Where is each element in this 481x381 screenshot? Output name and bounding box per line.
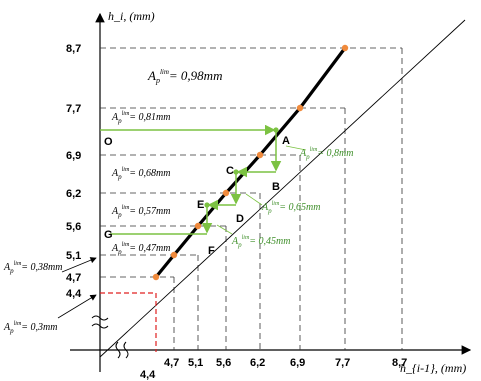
svg-text:Aplim= 0,3mm: Aplim= 0,3mm — [3, 321, 57, 335]
ap-label-098: Aplim= 0,98mm — [147, 68, 222, 85]
x-tick-label: 6,2 — [250, 357, 265, 369]
x-tick-label: 7,7 — [335, 357, 350, 369]
svg-text:Aplim= 0,45mm: Aplim= 0,45mm — [231, 235, 290, 249]
svg-text:Aplim= 0,47mm: Aplim= 0,47mm — [111, 242, 170, 256]
y-tick-label: 4,7 — [66, 272, 81, 284]
x-axis-break — [115, 341, 129, 359]
y-tick-label: 5,1 — [66, 250, 81, 262]
ap-label-038: Aplim= 0,38mm — [3, 261, 62, 275]
point-label-a: A — [282, 135, 290, 147]
y-axis-title: h_i, (mm) — [108, 9, 155, 23]
point-label-e: E — [197, 199, 204, 211]
x-tick-label: 5,6 — [216, 357, 231, 369]
ap-label-065: Aplim= 0,65mm — [261, 201, 320, 215]
point-label-f: F — [208, 245, 215, 257]
x-tick-label: 4,7 — [164, 357, 179, 369]
ap-label-047: Aplim= 0,47mm — [111, 242, 170, 256]
point-label-o: O — [104, 136, 113, 148]
svg-text:Aplim= 0,65mm: Aplim= 0,65mm — [261, 201, 320, 215]
svg-text:Aplim= 0,98mm: Aplim= 0,98mm — [147, 68, 222, 85]
y-tick-label: 5,6 — [66, 221, 81, 233]
construction-lines — [100, 124, 282, 235]
point-label-b: B — [272, 181, 280, 193]
point-label-g: G — [104, 229, 113, 241]
svg-text:Aplim= 0,68mm: Aplim= 0,68mm — [111, 167, 170, 181]
y-tick-label: 4,4 — [66, 288, 82, 300]
y-tick-label: 8,7 — [66, 43, 81, 55]
construction-points — [204, 127, 279, 208]
svg-text:Aplim= 0,38mm: Aplim= 0,38mm — [3, 261, 62, 275]
svg-text:Aplim= 0,8mm: Aplim= 0,8mm — [299, 147, 353, 161]
x-tick-label: 4,4 — [140, 369, 156, 381]
svg-text:Aplim= 0,81mm: Aplim= 0,81mm — [111, 111, 170, 125]
ap-label-081: Aplim= 0,81mm — [111, 111, 170, 125]
point-label-d: D — [236, 213, 244, 225]
x-tick-label: 6,9 — [290, 357, 305, 369]
vertical-grid — [173, 48, 403, 350]
x-axis-title: h_{i-1}, (mm) — [400, 361, 466, 375]
diagonal-line — [99, 19, 466, 358]
point-label-c: C — [226, 165, 234, 177]
y-tick-label: 7,7 — [66, 103, 81, 115]
red-guide — [100, 292, 157, 352]
ap-label-045: Aplim= 0,45mm — [231, 235, 290, 249]
x-tick-label: 8,7 — [392, 357, 407, 369]
leader-lines — [216, 145, 307, 235]
black-leaders — [57, 257, 97, 319]
curve-markers — [152, 44, 349, 281]
y-tick-label: 6,9 — [66, 150, 81, 162]
ap-label-03: Aplim= 0,3mm — [3, 321, 57, 335]
ap-label-068: Aplim= 0,68mm — [111, 167, 170, 181]
y-tick-label: 6,2 — [66, 188, 81, 200]
ap-label-057: Aplim= 0,57mm — [111, 205, 170, 219]
y-axis-break — [91, 315, 109, 329]
svg-text:Aplim= 0,57mm: Aplim= 0,57mm — [111, 205, 170, 219]
x-tick-label: 5,1 — [188, 357, 203, 369]
ap-label-08: Aplim= 0,8mm — [299, 147, 353, 161]
